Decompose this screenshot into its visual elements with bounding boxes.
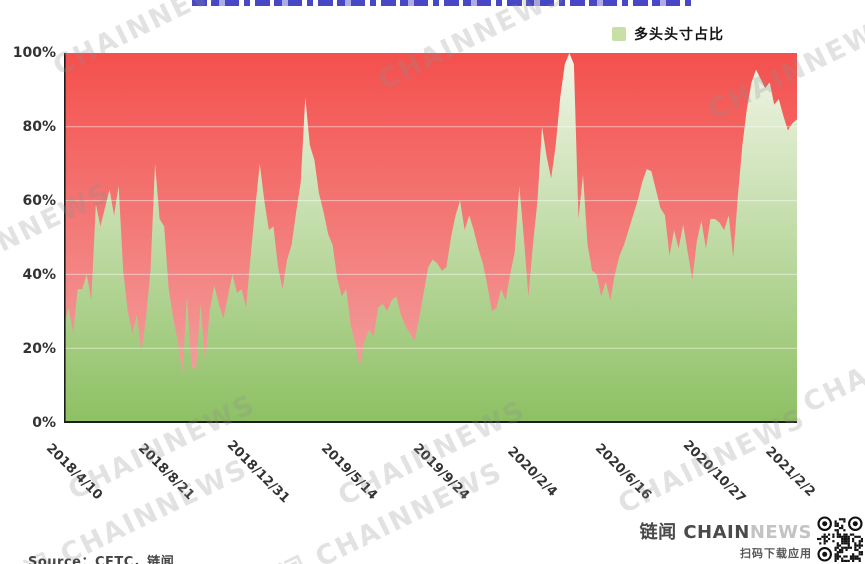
brand-logo-prefix: 链闻 CHAIN <box>639 522 750 543</box>
x-axis-label: 2021/2/2 <box>761 444 818 500</box>
watermark-text: 链闻 CHAINNEWS <box>0 453 253 564</box>
legend[interactable]: 多头头寸占比 <box>612 24 724 44</box>
x-axis-line <box>64 421 797 423</box>
brand-block: 链闻 CHAINNEWS 扫码下载应用 <box>640 523 812 564</box>
plot-area <box>64 53 797 423</box>
y-axis-line <box>64 53 66 423</box>
y-axis-label: 0% <box>32 415 56 431</box>
x-axis-label: 2018/4/10 <box>43 440 106 504</box>
y-axis-label: 20% <box>22 341 56 357</box>
area-chart <box>64 53 797 423</box>
qr-code <box>817 516 863 562</box>
x-axis-label: 2018/8/21 <box>134 440 197 504</box>
brand-logo: 链闻 CHAINNEWS <box>640 523 812 543</box>
source-note: Source：CFTC，链闻 <box>28 555 175 564</box>
legend-swatch <box>612 27 626 41</box>
y-axis-label: 80% <box>22 119 56 135</box>
x-axis-label: 2020/10/27 <box>679 437 749 507</box>
x-axis-label: 2018/12/31 <box>223 437 292 507</box>
x-axis-label: 2019/5/14 <box>318 440 381 504</box>
brand-tagline: 扫码下载应用 <box>740 547 812 560</box>
x-axis-label: 2019/9/24 <box>409 440 472 504</box>
watermark-text: CHAINNEWS <box>798 301 865 420</box>
area-series <box>64 53 797 422</box>
clipped-title-fragment <box>192 0 692 6</box>
brand-logo-suffix: NEWS <box>749 522 812 543</box>
y-axis-label: 40% <box>22 267 56 283</box>
x-axis-label: 2020/2/4 <box>503 444 560 500</box>
x-axis-label: 2020/6/16 <box>591 440 654 504</box>
watermark-text: 链闻 CHAINNEWS <box>248 456 508 564</box>
y-axis-label: 100% <box>12 45 56 61</box>
legend-label: 多头头寸占比 <box>634 27 724 43</box>
y-axis-label: 60% <box>22 193 56 209</box>
